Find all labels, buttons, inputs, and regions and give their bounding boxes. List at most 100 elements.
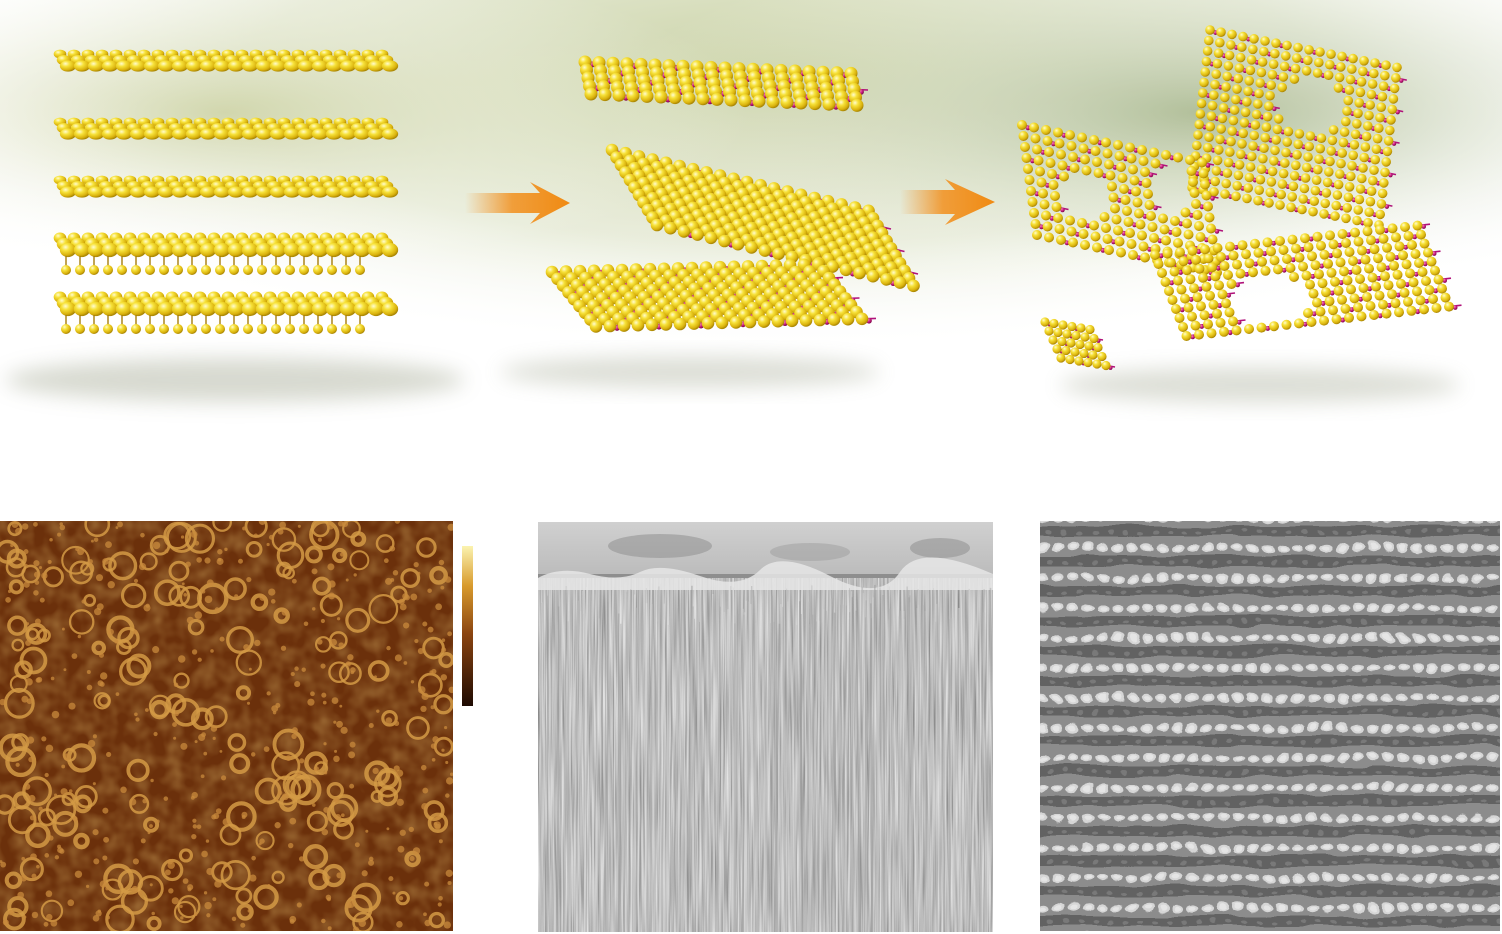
sulfur-atom	[1325, 230, 1335, 241]
sulfur-atom	[1303, 242, 1314, 253]
sulfur-atom	[1032, 230, 1042, 240]
sulfur-atom	[1075, 339, 1085, 350]
sulfur-atom	[1048, 180, 1059, 190]
sulfur-atom	[1219, 326, 1229, 337]
sulfur-atom	[1305, 131, 1316, 141]
sulfur-atom	[1377, 188, 1388, 199]
sulfur-atom	[645, 318, 659, 332]
sulfur-atom	[1093, 342, 1103, 353]
sulfur-atom	[1336, 62, 1346, 72]
holey-sheet-right	[1150, 220, 1462, 341]
sulfur-atom	[1228, 316, 1238, 327]
sulfur-atom	[1235, 268, 1246, 279]
sulfur-atom	[1057, 160, 1068, 171]
sulfur-atom	[1186, 166, 1197, 176]
sulfur-atom	[1101, 223, 1111, 233]
sulfur-atom	[1137, 145, 1147, 155]
sulfur-atom	[1224, 307, 1235, 318]
sulfur-atom	[1253, 99, 1263, 109]
sulfur-atom	[1220, 189, 1230, 199]
sulfur-atom	[668, 91, 682, 105]
sulfur-atom	[1257, 57, 1268, 67]
sulfur-atom	[1056, 353, 1066, 363]
sulfur-atom	[1412, 286, 1422, 297]
sulfur-atom	[1211, 69, 1221, 79]
sulfur-atom	[1348, 150, 1358, 161]
sulfur-atom	[771, 314, 785, 328]
sulfur-atom	[1352, 119, 1362, 129]
sulfur-atom	[1216, 252, 1226, 262]
sulfur-atom	[1089, 333, 1099, 344]
sulfur-atom	[1399, 287, 1410, 298]
nanosheet-top	[578, 55, 869, 112]
sulfur-atom	[1185, 274, 1196, 285]
sulfur-atom	[1270, 145, 1280, 156]
sulfur-atom	[718, 234, 731, 248]
sulfur-atom	[1253, 195, 1263, 206]
sulfur-atom	[1362, 292, 1372, 302]
sulfur-atom	[1279, 61, 1290, 72]
sulfur-atom	[1412, 220, 1423, 231]
sulfur-atom	[1119, 184, 1129, 194]
sulfur-atom	[677, 225, 691, 238]
sulfur-atom	[1315, 306, 1326, 317]
sulfur-atom	[1358, 66, 1368, 77]
sulfur-atom	[1320, 198, 1330, 209]
sulfur-atom	[631, 318, 645, 332]
sulfur-atom	[1259, 143, 1269, 153]
sulfur-atom	[1199, 310, 1210, 321]
sulfur-atom	[1292, 53, 1302, 63]
sulfur-atom	[1042, 136, 1053, 146]
sulfur-atom	[1291, 243, 1301, 254]
sulfur-atom	[1101, 137, 1111, 148]
sulfur-atom	[738, 94, 752, 108]
sulfur-atom	[654, 90, 668, 104]
sulfur-atom	[1293, 139, 1303, 150]
sulfur-atom	[1316, 240, 1326, 251]
sulfur-atom	[1260, 132, 1270, 143]
sulfur-atom	[853, 266, 866, 280]
sulfur-atom	[1207, 262, 1217, 273]
sulfur-atom	[1334, 72, 1345, 83]
tem-lattice-image	[1040, 521, 1500, 931]
holey-sheet-top	[1187, 25, 1407, 230]
sulfur-atom	[1041, 125, 1051, 135]
sulfur-atom	[1326, 267, 1337, 278]
sulfur-atom	[1097, 351, 1107, 362]
sulfur-atom	[1110, 203, 1120, 214]
sulfur-atom	[1078, 229, 1089, 239]
sulfur-atom	[1306, 317, 1317, 327]
sulfur-atom	[1193, 130, 1203, 140]
sulfur-atom	[1099, 212, 1110, 222]
sulfur-atom	[1289, 171, 1300, 181]
sulfur-atom	[1140, 252, 1150, 263]
sulfur-atom	[1030, 133, 1041, 144]
sulfur-atom	[1364, 263, 1374, 274]
sulfur-atom	[1363, 121, 1373, 131]
sulfur-atom	[1303, 152, 1313, 162]
sulfur-atom	[1211, 166, 1222, 176]
sulfur-atom	[1077, 132, 1087, 143]
sulfur-atom	[1056, 235, 1066, 245]
sulfur-atom	[696, 92, 710, 106]
sulfur-atom	[1221, 178, 1231, 189]
sulfur-atom	[1363, 217, 1373, 228]
sulfur-atom	[1328, 305, 1338, 316]
sulfur-atom	[1244, 324, 1254, 334]
sulfur-atom	[1244, 76, 1254, 86]
sulfur-atom	[780, 95, 794, 109]
sulfur-atom	[1350, 227, 1360, 238]
sulfur-atom	[1364, 207, 1374, 217]
sulfur-atom	[1431, 303, 1442, 313]
sulfur-atom	[1344, 182, 1355, 192]
sulfur-atom	[1203, 142, 1213, 153]
sulfur-atom	[1291, 160, 1301, 171]
sulfur-atom	[1310, 185, 1321, 196]
sulfur-atom	[1253, 247, 1264, 258]
sulfur-atom	[1040, 317, 1050, 327]
sulfur-atom	[1222, 71, 1232, 82]
sulfur-atom	[715, 316, 729, 330]
sulfur-atom	[1353, 108, 1363, 119]
sulfur-atom	[1135, 219, 1146, 230]
sulfur-atom	[1070, 347, 1080, 357]
